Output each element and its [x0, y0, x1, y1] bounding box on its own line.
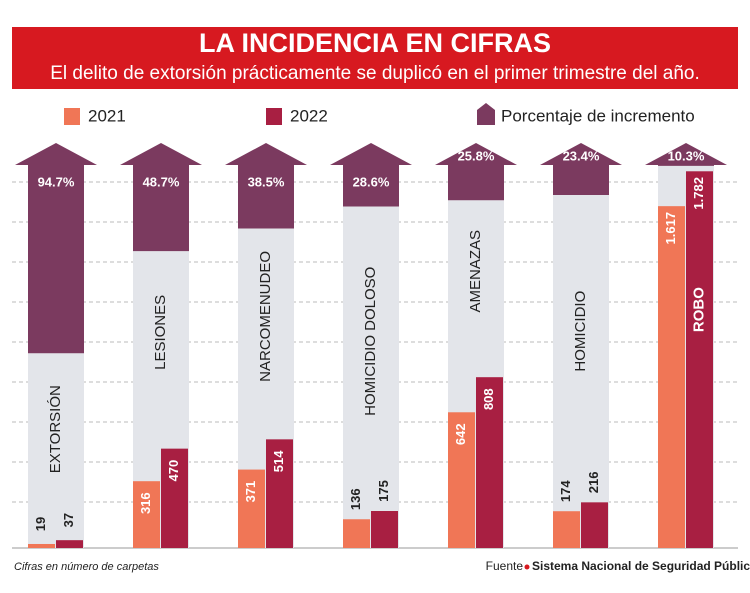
- category-label: NARCOMENUDEO: [257, 251, 274, 382]
- header-banner: [12, 27, 738, 89]
- bar: [371, 511, 398, 548]
- increase-arrow: [120, 143, 202, 252]
- source-label: Fuente: [486, 559, 524, 573]
- column-background: [28, 353, 84, 548]
- increase-label: 48.7%: [143, 174, 180, 189]
- bar: [56, 540, 83, 548]
- value-label: 808: [481, 388, 496, 410]
- increase-arrow: [645, 143, 727, 166]
- value-label: 174: [558, 480, 573, 502]
- category-label: HOMICIDIO DOLOSO: [362, 267, 379, 416]
- increase-label: 28.6%: [353, 174, 390, 189]
- value-label: 136: [348, 488, 363, 510]
- bar: [686, 171, 713, 548]
- source: Sistema Nacional de Seguridad Pública: [532, 559, 750, 573]
- category-label: AMENAZAS: [467, 230, 484, 313]
- note: Cifras en número de carpetas: [14, 561, 159, 573]
- bar: [133, 481, 160, 548]
- bar: [553, 511, 580, 548]
- category-label: EXTORSIÓN: [47, 385, 64, 473]
- chart-title: LA INCIDENCIA EN CIFRAS: [199, 28, 551, 58]
- bar: [476, 377, 503, 548]
- increase-arrow: [225, 143, 307, 229]
- increase-arrow: [330, 143, 412, 207]
- increase-label: 10.3%: [668, 148, 705, 163]
- column-background: [343, 206, 399, 548]
- bar: [658, 206, 685, 548]
- value-label: 642: [453, 423, 468, 445]
- increase-arrow: [15, 143, 97, 354]
- value-label: 371: [243, 481, 258, 503]
- value-label: 19: [33, 517, 48, 531]
- column-background: [553, 194, 609, 548]
- legend-swatch: [477, 103, 495, 125]
- increase-label: 38.5%: [248, 174, 285, 189]
- legend-label: Porcentaje de incremento: [501, 106, 695, 125]
- value-label: 216: [586, 471, 601, 493]
- increase-arrow: [540, 143, 622, 195]
- bar: [581, 502, 608, 548]
- category-label: HOMICIDIO: [572, 291, 589, 372]
- legend-swatch: [64, 108, 80, 125]
- legend-label: 2022: [290, 106, 328, 125]
- chart-subtitle: El delito de extorsión prácticamente se …: [50, 63, 700, 84]
- value-label: 470: [166, 460, 181, 482]
- bar: [161, 448, 188, 548]
- legend-label: 2021: [88, 106, 126, 125]
- category-label: ROBO: [690, 287, 707, 332]
- category-label: LESIONES: [152, 295, 169, 370]
- bar: [448, 412, 475, 548]
- increase-label: 94.7%: [38, 174, 75, 189]
- increase-arrow: [435, 143, 517, 201]
- value-label: 514: [271, 450, 286, 472]
- increase-label: 25.8%: [458, 148, 495, 163]
- value-label: 175: [376, 480, 391, 502]
- bar: [266, 439, 293, 548]
- increase-label: 23.4%: [563, 148, 600, 163]
- value-label: 1.617: [663, 212, 678, 245]
- source-bullet: [524, 564, 530, 570]
- bar: [28, 543, 55, 548]
- value-label: 37: [61, 513, 76, 527]
- bar: [238, 469, 265, 548]
- value-label: 1.782: [691, 177, 706, 210]
- legend-swatch: [266, 108, 282, 125]
- bar: [343, 519, 370, 548]
- value-label: 316: [138, 492, 153, 514]
